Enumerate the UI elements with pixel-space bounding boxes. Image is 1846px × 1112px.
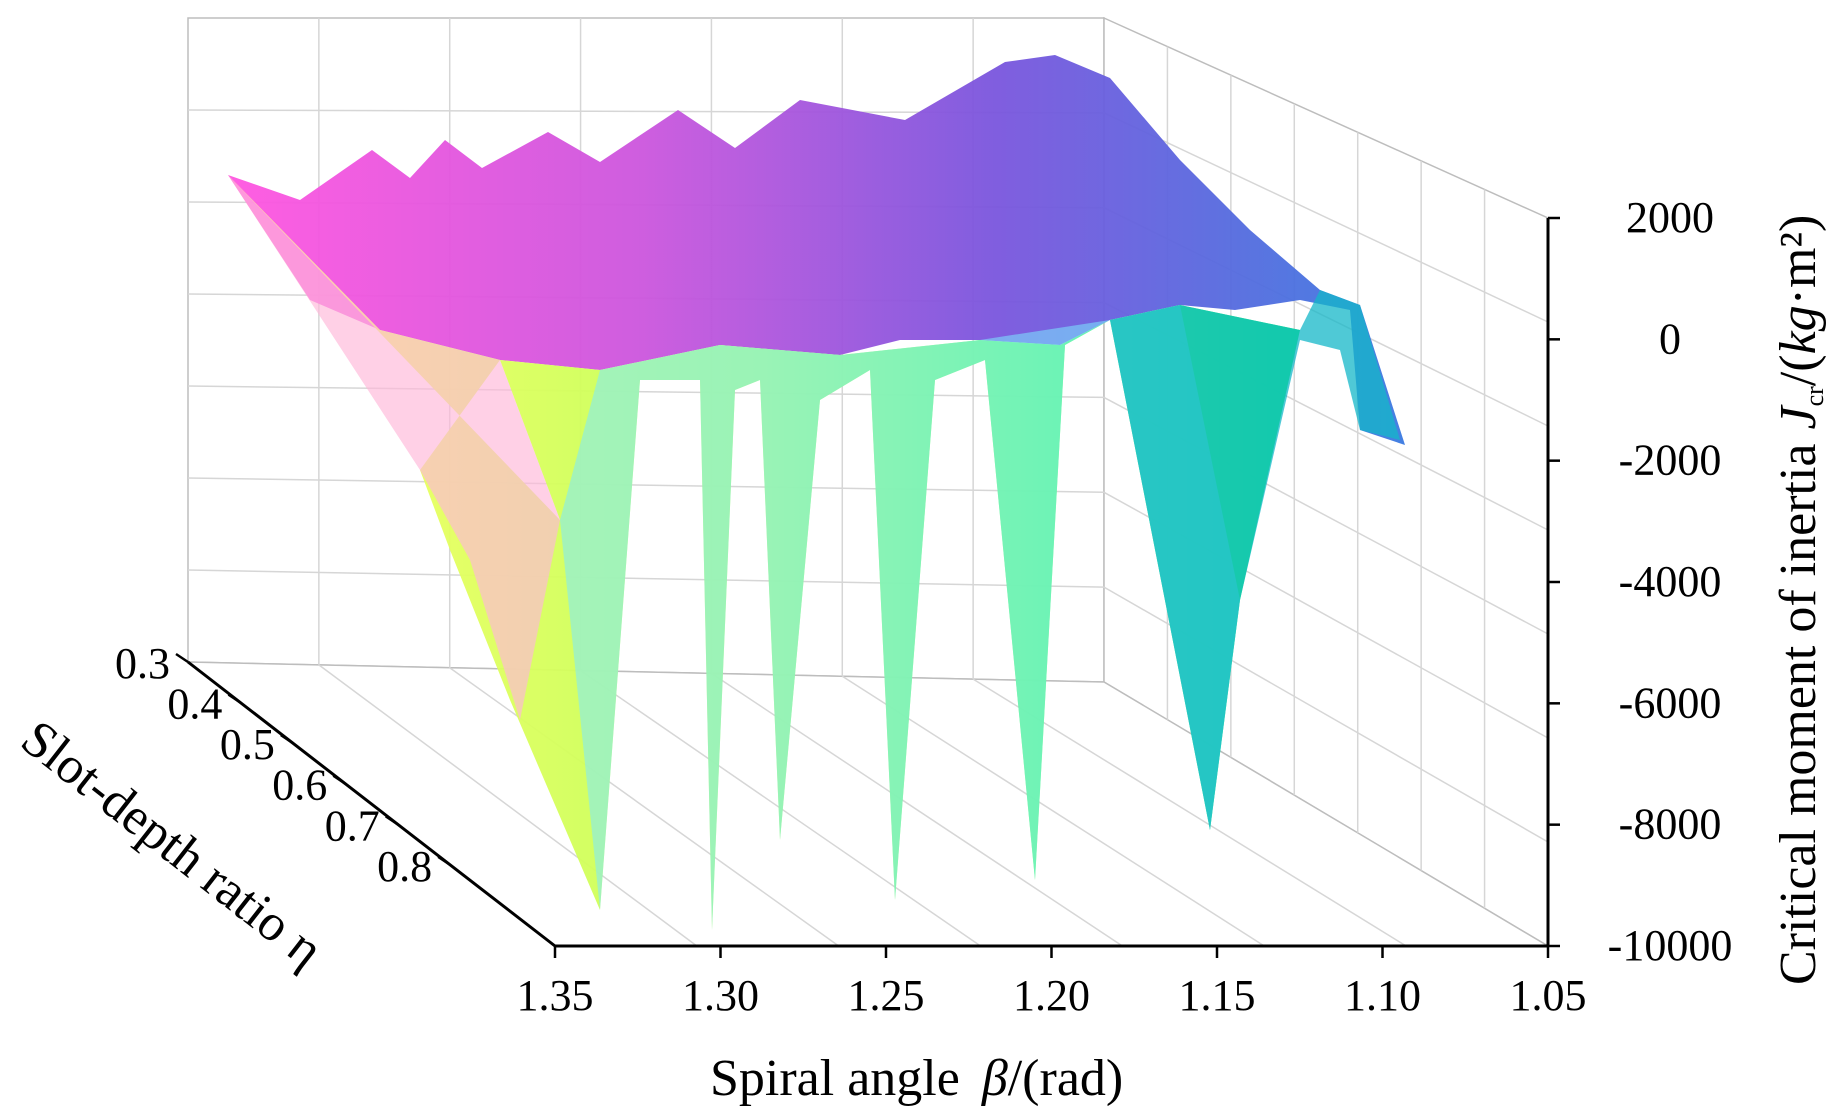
- y-tick-label: 0.7: [325, 801, 380, 850]
- x-axis-title: Spiral angle β/(rad): [710, 1050, 1123, 1107]
- surface-left-shading: [228, 175, 560, 720]
- y-tick-label: 0.8: [377, 842, 432, 891]
- z-tick-label: 2000: [1626, 193, 1714, 242]
- y-tick-label: 0.5: [220, 720, 275, 769]
- z-tick-label: -10000: [1608, 921, 1733, 970]
- x-tick-label: 1.20: [1013, 971, 1090, 1020]
- y-tick-mark: [175, 652, 189, 664]
- surface-mid-shading: [560, 305, 1240, 930]
- y-axis-title: Slot-depth ratio η: [11, 710, 334, 980]
- z-tick-label: -6000: [1619, 678, 1722, 727]
- y-tick-label: 0.4: [167, 680, 222, 729]
- x-tick-label: 1.15: [1179, 971, 1256, 1020]
- z-axis-title: Critical moment of inertiaJcr/(kg·m²): [1770, 215, 1829, 985]
- y-tick-mark: [280, 734, 294, 745]
- y-tick-mark: [227, 693, 242, 704]
- x-tick-label: 1.30: [682, 971, 759, 1020]
- x-tick-label: 1.35: [517, 971, 594, 1020]
- surface-back-face: [228, 55, 1405, 445]
- x-tick-label: 1.25: [848, 971, 925, 1020]
- y-tick-mark: [385, 815, 399, 826]
- z-ticks: 2000 0 -2000 -4000 -6000 -8000 -10000: [1548, 193, 1732, 970]
- z-tick-label: -4000: [1619, 557, 1722, 606]
- x-tick-label: 1.05: [1510, 971, 1587, 1020]
- y-tick-label: 0.3: [115, 639, 170, 688]
- x-ticks: 1.35 1.30 1.25 1.20 1.15 1.10 1.05: [517, 946, 1587, 1020]
- x-tick-label: 1.10: [1344, 971, 1421, 1020]
- surface: [228, 55, 1405, 930]
- y-ticks: 0.30.40.50.60.70.8: [115, 639, 451, 891]
- surface-right-teal: [1110, 290, 1400, 830]
- z-tick-label: 0: [1659, 314, 1681, 363]
- z-tick-label: -2000: [1619, 436, 1722, 485]
- y-tick-mark: [332, 774, 346, 785]
- y-tick-label: 0.6: [272, 761, 327, 810]
- y-tick-mark: [437, 855, 451, 866]
- z-tick-label: -8000: [1619, 800, 1722, 849]
